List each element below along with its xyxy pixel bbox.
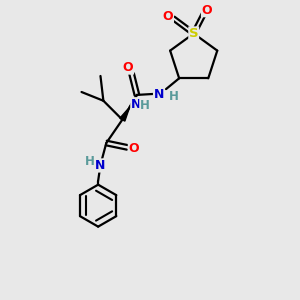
Text: H: H xyxy=(140,99,150,112)
Text: O: O xyxy=(163,10,173,22)
Text: N: N xyxy=(131,98,141,111)
Text: O: O xyxy=(123,61,134,74)
Text: N: N xyxy=(95,159,105,172)
Text: S: S xyxy=(189,27,199,40)
Text: O: O xyxy=(202,4,212,17)
Text: O: O xyxy=(128,142,139,155)
Polygon shape xyxy=(120,107,130,121)
Text: H: H xyxy=(85,155,94,168)
Text: N: N xyxy=(154,88,164,101)
Text: H: H xyxy=(169,90,179,103)
